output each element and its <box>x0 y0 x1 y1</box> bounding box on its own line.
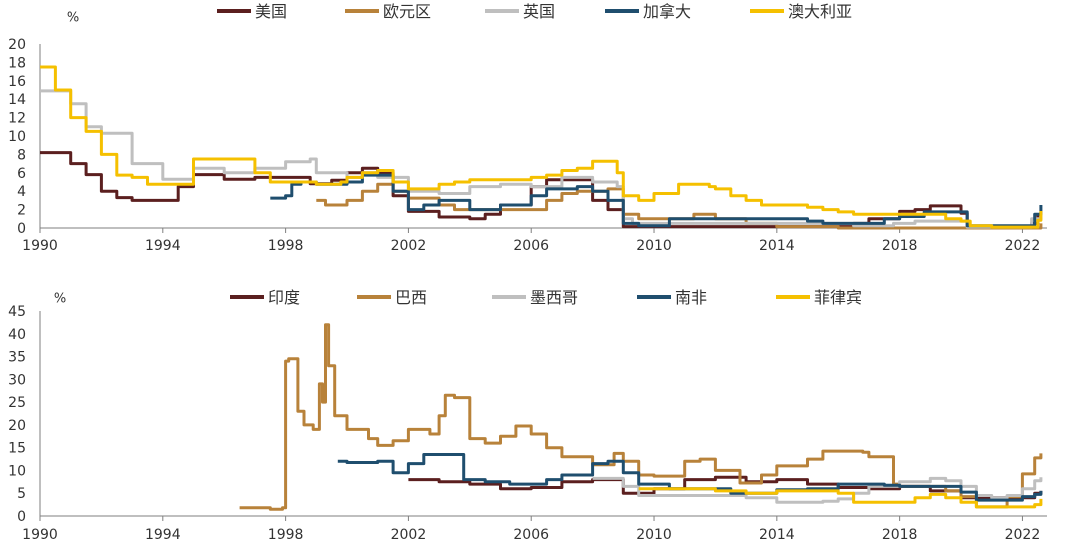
x-tick-label: 2010 <box>636 238 672 254</box>
x-tick-label: 2010 <box>636 527 672 543</box>
x-tick-label: 2002 <box>391 527 427 543</box>
y-tick-label: 18 <box>8 55 26 71</box>
y-tick-label: 10 <box>8 129 26 145</box>
y-tick-label: 0 <box>17 221 26 237</box>
series-line-菲律宾 <box>638 487 1043 509</box>
series-line-英国 <box>40 89 1043 229</box>
x-tick-label: 2018 <box>882 527 918 543</box>
legend-label: 欧元区 <box>383 2 431 21</box>
series-line-澳大利亚 <box>40 65 1043 229</box>
x-tick-label: 1990 <box>22 527 58 543</box>
y-tick-label: 12 <box>8 111 26 127</box>
chart-panel-2: % 0 5 10 15 20 25 30 35 40 45 1990 1994 1998 2002 2006 2… <box>8 288 1047 543</box>
x-tick-label: 1998 <box>268 238 304 254</box>
series-line-巴西 <box>239 323 1043 511</box>
y-tick-label: 2 <box>17 203 26 219</box>
y-tick-label: 45 <box>8 304 26 320</box>
legend-label: 墨西哥 <box>530 288 578 307</box>
y-axis-unit-label: % <box>67 11 79 26</box>
y-tick-label: 14 <box>8 92 26 108</box>
y-tick-label: 30 <box>8 372 26 388</box>
y-tick-label: 15 <box>8 441 26 457</box>
y-tick-label: 10 <box>8 463 26 479</box>
y-tick-label: 20 <box>8 418 26 434</box>
legend-label: 印度 <box>268 288 300 307</box>
x-tick-label: 2022 <box>1005 238 1041 254</box>
legend-label: 加拿大 <box>643 2 691 21</box>
series-line-美国 <box>40 151 1040 229</box>
y-tick-label: 25 <box>8 395 26 411</box>
y-tick-label: 8 <box>17 147 26 163</box>
legend-label: 巴西 <box>395 288 427 307</box>
y-tick-label: 20 <box>8 37 26 53</box>
x-tick-label: 2002 <box>391 238 427 254</box>
x-tick-label: 2014 <box>759 527 795 543</box>
x-tick-label: 2006 <box>513 238 549 254</box>
legend-label: 澳大利亚 <box>788 2 852 21</box>
y-tick-label: 40 <box>8 327 26 343</box>
legend-label: 英国 <box>523 2 555 21</box>
x-tick-label: 1994 <box>145 238 181 254</box>
legend-label: 南非 <box>675 288 707 307</box>
x-tick-label: 1994 <box>145 527 181 543</box>
x-tick-label: 2014 <box>759 238 795 254</box>
y-tick-label: 16 <box>8 74 26 90</box>
y-tick-label: 5 <box>17 486 26 502</box>
x-tick-label: 2022 <box>1005 527 1041 543</box>
x-tick-label: 1990 <box>22 238 58 254</box>
y-tick-label: 6 <box>17 166 26 182</box>
x-tick-label: 1998 <box>268 527 304 543</box>
y-tick-label: 0 <box>17 509 26 525</box>
y-tick-label: 35 <box>8 350 26 366</box>
legend-label: 菲律宾 <box>814 288 862 307</box>
series-line-南非 <box>337 453 1043 502</box>
y-axis-unit-label: % <box>54 292 66 307</box>
x-tick-label: 2018 <box>882 238 918 254</box>
chart-panel-1: % 0 2 4 6 8 10 12 14 16 18 20 1990 1994 1998 2002 2006 20… <box>8 2 1047 254</box>
legend-label: 美国 <box>255 2 287 21</box>
y-tick-label: 4 <box>17 184 26 200</box>
x-tick-label: 2006 <box>513 527 549 543</box>
